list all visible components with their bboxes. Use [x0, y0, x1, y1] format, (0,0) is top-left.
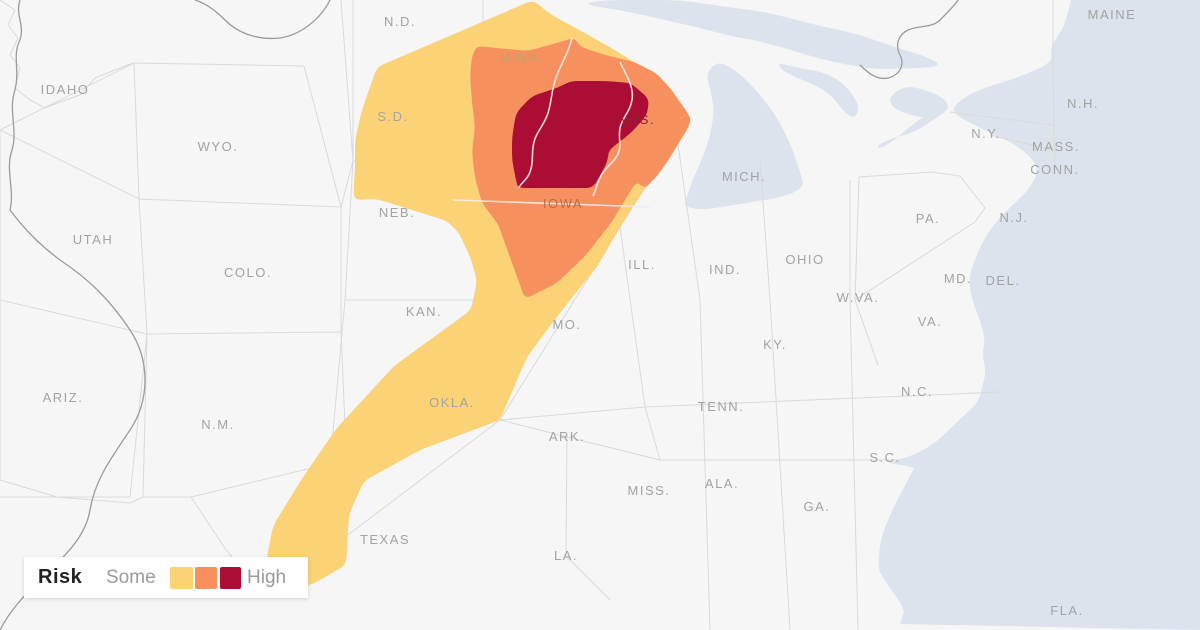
- svg-text:WYO.: WYO.: [198, 139, 239, 154]
- svg-text:NEB.: NEB.: [379, 205, 415, 220]
- svg-text:TENN.: TENN.: [698, 399, 745, 414]
- svg-text:IND.: IND.: [709, 262, 741, 277]
- svg-text:CONN.: CONN.: [1030, 162, 1079, 177]
- svg-text:S.C.: S.C.: [869, 450, 900, 465]
- svg-text:IOWA: IOWA: [543, 196, 583, 211]
- svg-text:S.D.: S.D.: [377, 109, 408, 124]
- svg-text:N.D.: N.D.: [384, 14, 416, 29]
- svg-text:ARIZ.: ARIZ.: [43, 390, 84, 405]
- svg-text:WIS.: WIS.: [621, 112, 655, 127]
- svg-text:ARK.: ARK.: [549, 429, 585, 444]
- svg-text:TEXAS: TEXAS: [360, 532, 410, 547]
- svg-text:COLO.: COLO.: [224, 265, 272, 280]
- svg-text:MINN.: MINN.: [500, 50, 544, 65]
- svg-text:MISS.: MISS.: [628, 483, 671, 498]
- svg-text:KY.: KY.: [763, 337, 787, 352]
- svg-text:MD.: MD.: [944, 271, 972, 286]
- svg-text:N.J.: N.J.: [999, 210, 1028, 225]
- svg-text:ILL.: ILL.: [628, 257, 656, 272]
- svg-text:LA.: LA.: [554, 548, 578, 563]
- svg-text:N.Y.: N.Y.: [971, 126, 1001, 141]
- svg-text:KAN.: KAN.: [406, 304, 442, 319]
- svg-text:N.M.: N.M.: [201, 417, 234, 432]
- svg-text:N.C.: N.C.: [901, 384, 933, 399]
- svg-text:MAINE: MAINE: [1088, 7, 1137, 22]
- svg-text:IDAHO: IDAHO: [41, 82, 90, 97]
- svg-text:FLA.: FLA.: [1050, 603, 1083, 618]
- svg-text:MICH.: MICH.: [722, 169, 766, 184]
- svg-text:DEL.: DEL.: [986, 273, 1021, 288]
- svg-text:ALA.: ALA.: [705, 476, 739, 491]
- svg-text:GA.: GA.: [804, 499, 831, 514]
- svg-text:N.H.: N.H.: [1067, 96, 1099, 111]
- svg-text:OKLA.: OKLA.: [429, 395, 475, 410]
- svg-text:W.VA.: W.VA.: [837, 290, 880, 305]
- svg-text:OHIO: OHIO: [785, 252, 824, 267]
- svg-text:UTAH: UTAH: [73, 232, 113, 247]
- svg-text:PA.: PA.: [916, 211, 941, 226]
- svg-text:MO.: MO.: [552, 317, 581, 332]
- svg-text:VA.: VA.: [918, 314, 943, 329]
- svg-text:MASS.: MASS.: [1032, 139, 1080, 154]
